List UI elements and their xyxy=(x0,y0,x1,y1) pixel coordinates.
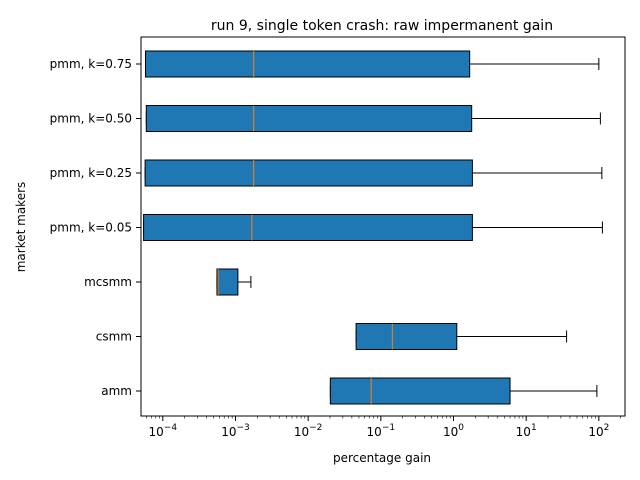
x-tick-label: 10−3 xyxy=(221,423,250,439)
y-tick-label: mcsmm xyxy=(84,275,132,289)
box-group xyxy=(145,50,600,78)
box-group xyxy=(144,159,603,187)
x-axis-label: percentage gain xyxy=(333,451,431,465)
x-tick-label: 100 xyxy=(443,423,464,439)
x-tick-label: 102 xyxy=(588,423,609,439)
box xyxy=(355,323,458,350)
box xyxy=(143,214,473,241)
box-group xyxy=(143,214,603,241)
plot-frame xyxy=(140,36,626,417)
y-tick-label: pmm, k=0.25 xyxy=(50,166,132,180)
y-tick-label: pmm, k=0.05 xyxy=(50,221,132,235)
box xyxy=(144,159,473,187)
y-tick-label: amm xyxy=(101,384,132,398)
y-tick-label: pmm, k=0.50 xyxy=(50,112,132,126)
box-group xyxy=(145,105,601,132)
y-tick-label: csmm xyxy=(96,330,132,344)
y-tick-label: pmm, k=0.75 xyxy=(50,57,132,71)
box-group xyxy=(329,377,598,405)
box xyxy=(216,268,239,296)
x-tick-label: 101 xyxy=(516,423,537,439)
box xyxy=(329,377,511,405)
x-tick-label: 10−4 xyxy=(149,423,178,439)
box xyxy=(145,50,471,78)
x-tick-label: 10−2 xyxy=(294,423,323,439)
chart-title: run 9, single token crash: raw impermane… xyxy=(211,18,553,34)
x-tick-label: 10−1 xyxy=(367,423,396,439)
y-axis-label: market makers xyxy=(14,182,28,273)
box-group xyxy=(355,323,568,350)
plot-area xyxy=(143,50,603,405)
box xyxy=(145,105,473,132)
axes: 10−4 10−3 10−2 10−1 100 101 102 pmm, k=0.75 pmm,… xyxy=(50,57,622,439)
box-group xyxy=(216,268,252,296)
